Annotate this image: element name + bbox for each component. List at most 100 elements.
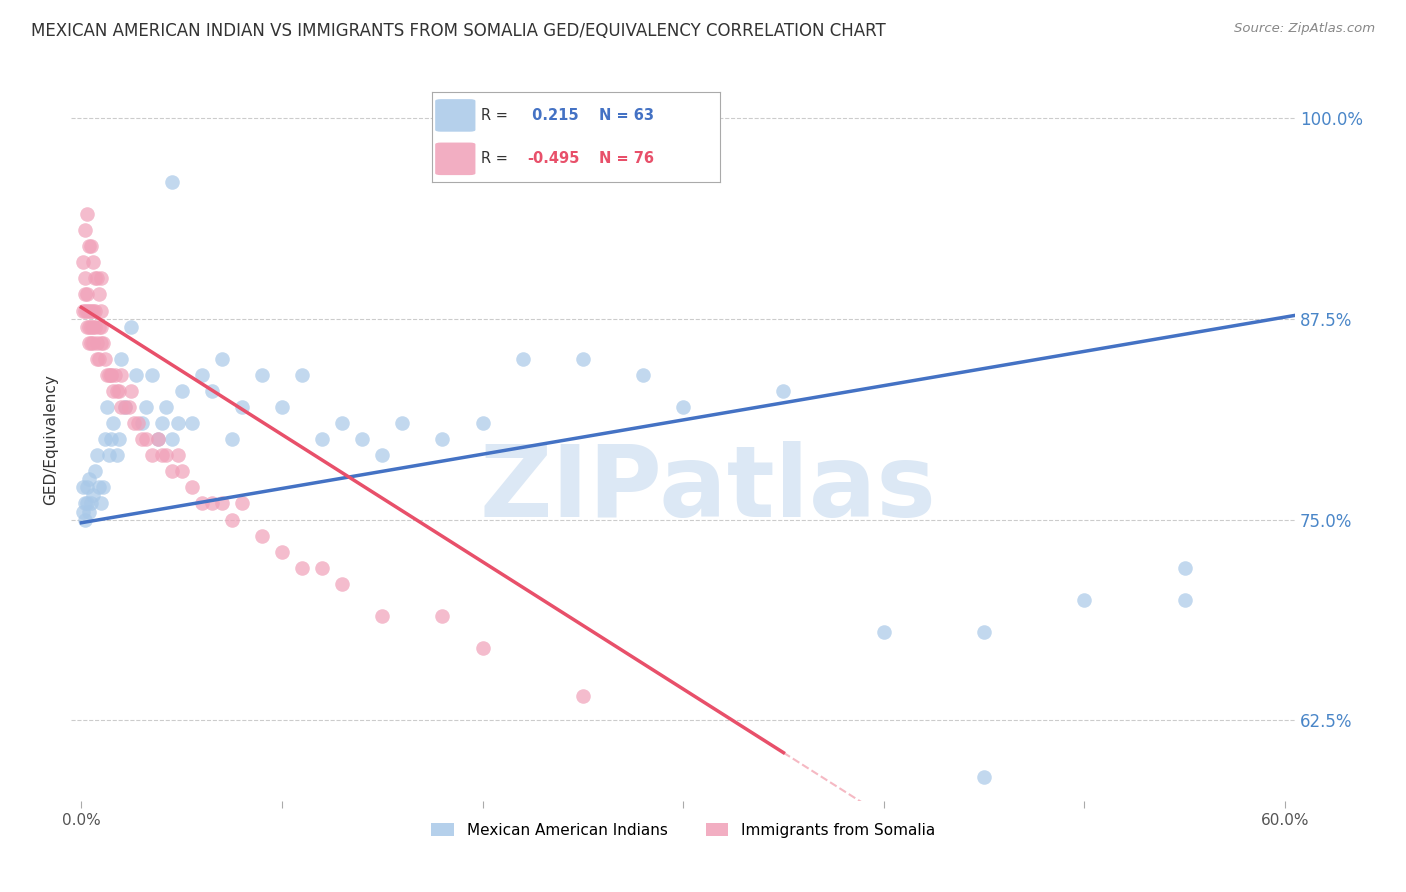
Point <box>190 496 212 510</box>
Point <box>80 496 103 510</box>
Point <box>96 368 118 382</box>
Point <box>371 448 394 462</box>
Point <box>150 448 173 462</box>
Point <box>80 319 103 334</box>
Point <box>75 223 97 237</box>
Point <box>221 512 243 526</box>
Point <box>873 625 896 640</box>
Point <box>250 368 273 382</box>
Point <box>80 303 103 318</box>
Point <box>291 561 314 575</box>
Point <box>471 416 494 430</box>
Point <box>96 400 118 414</box>
Point <box>79 239 101 253</box>
Point <box>89 480 111 494</box>
Point <box>90 319 112 334</box>
Point <box>291 368 314 382</box>
Point <box>76 303 98 318</box>
Point <box>221 432 243 446</box>
Point <box>114 400 136 414</box>
Point <box>180 480 202 494</box>
Text: Source: ZipAtlas.com: Source: ZipAtlas.com <box>1234 22 1375 36</box>
Point <box>76 319 98 334</box>
Point <box>93 335 115 350</box>
Point <box>160 175 183 189</box>
Point <box>141 368 163 382</box>
Point <box>104 368 127 382</box>
Point <box>76 287 98 301</box>
Point <box>75 496 97 510</box>
Point <box>100 368 122 382</box>
Point <box>121 384 143 398</box>
Point <box>432 432 454 446</box>
Point <box>79 319 101 334</box>
Point <box>973 625 995 640</box>
Point <box>90 496 112 510</box>
Point <box>103 416 125 430</box>
Point <box>131 416 153 430</box>
Point <box>80 335 103 350</box>
Point <box>672 400 695 414</box>
Point <box>89 319 111 334</box>
Point <box>146 432 169 446</box>
Point <box>72 303 94 318</box>
Point <box>271 544 294 558</box>
Point <box>76 496 98 510</box>
Point <box>201 496 224 510</box>
Point <box>93 480 115 494</box>
Point <box>103 384 125 398</box>
Point <box>84 319 107 334</box>
Point <box>371 609 394 624</box>
Point <box>391 416 413 430</box>
Point <box>250 528 273 542</box>
Point <box>122 416 145 430</box>
Y-axis label: GED/Equivalency: GED/Equivalency <box>44 374 58 505</box>
Point <box>79 335 101 350</box>
Point <box>155 448 177 462</box>
Point <box>572 690 595 704</box>
Text: ZIPatlas: ZIPatlas <box>479 442 936 538</box>
Point <box>150 416 173 430</box>
Point <box>135 432 157 446</box>
Point <box>166 416 188 430</box>
Point <box>311 561 333 575</box>
Point <box>114 400 136 414</box>
Point <box>75 303 97 318</box>
Point <box>231 400 253 414</box>
Point <box>100 368 122 382</box>
Point <box>76 480 98 494</box>
Point <box>86 271 108 285</box>
Point <box>170 384 193 398</box>
Point <box>72 255 94 269</box>
Point <box>121 319 143 334</box>
Point <box>89 287 111 301</box>
Point <box>98 448 121 462</box>
Point <box>631 368 654 382</box>
Point <box>432 609 454 624</box>
Point <box>108 384 131 398</box>
Point <box>75 512 97 526</box>
Point <box>1174 593 1197 607</box>
Point <box>90 335 112 350</box>
Point <box>100 432 122 446</box>
Point <box>160 464 183 478</box>
Point <box>211 496 233 510</box>
Point <box>79 504 101 518</box>
Point <box>84 303 107 318</box>
Point <box>90 271 112 285</box>
Point <box>211 351 233 366</box>
Point <box>72 504 94 518</box>
Point <box>127 416 149 430</box>
Point <box>572 351 595 366</box>
Point <box>271 400 294 414</box>
Point <box>110 368 132 382</box>
Point <box>201 384 224 398</box>
Point <box>1073 593 1095 607</box>
Point <box>94 351 117 366</box>
Point <box>190 368 212 382</box>
Point <box>141 448 163 462</box>
Point <box>72 480 94 494</box>
Text: MEXICAN AMERICAN INDIAN VS IMMIGRANTS FROM SOMALIA GED/EQUIVALENCY CORRELATION C: MEXICAN AMERICAN INDIAN VS IMMIGRANTS FR… <box>31 22 886 40</box>
Point <box>79 303 101 318</box>
Point <box>90 303 112 318</box>
